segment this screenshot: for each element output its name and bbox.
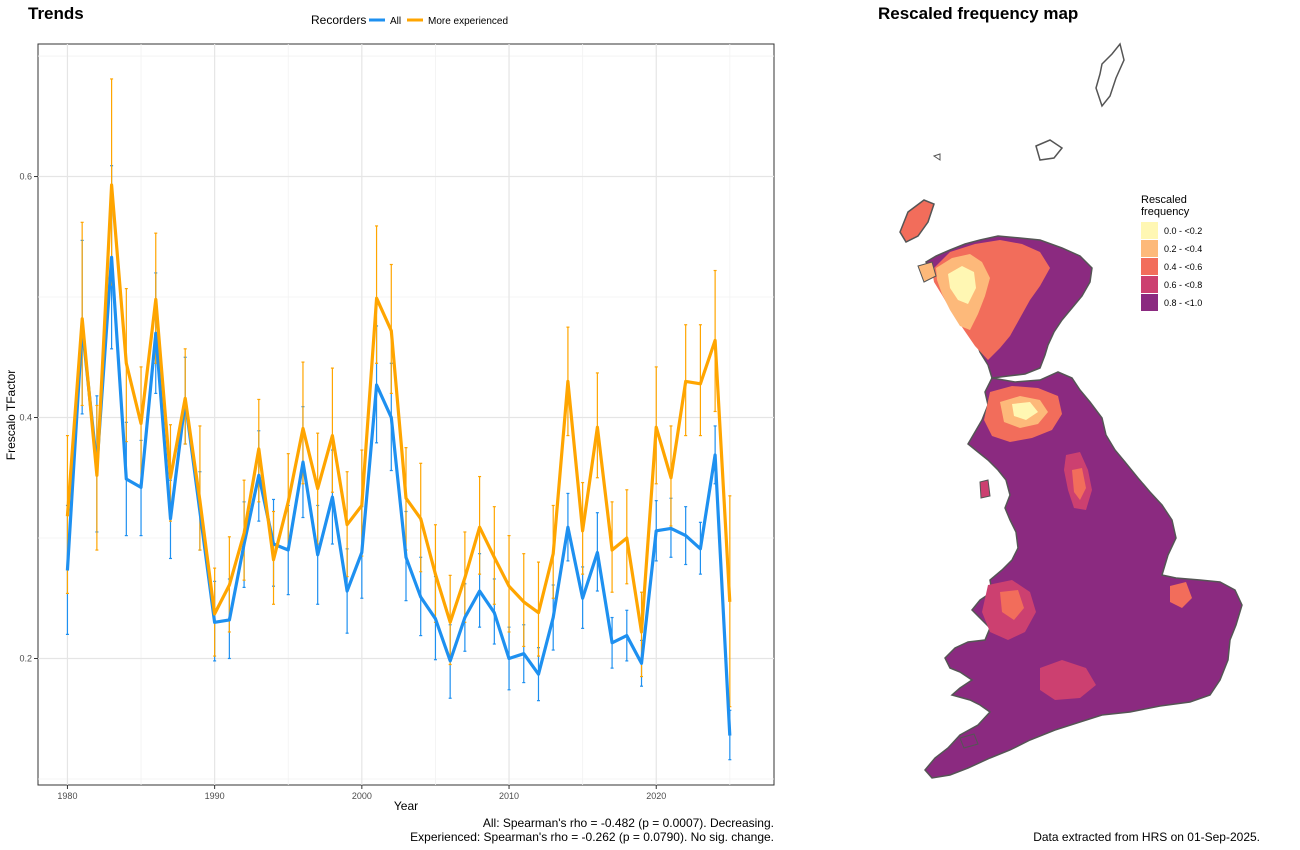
kent-zone [1170,582,1192,608]
map-legend-label: 0.6 - <0.8 [1164,280,1202,290]
series-line-all [65,255,732,736]
x-tick-label: 2020 [646,791,666,801]
skye [917,261,937,283]
map-title: Rescaled frequency map [878,4,1078,23]
trends-chart: Trends Recorders All More experienced 19… [4,4,775,844]
map-legend-swatch [1141,240,1158,257]
x-tick-label: 1990 [205,791,225,801]
y-axis-ticks: 0.2 0.4 0.6 [19,172,38,663]
x-axis-label: Year [394,799,418,813]
pennines-low [1072,468,1086,500]
small-isle-1 [932,153,941,161]
isle-of-man [979,479,991,499]
map-legend: Rescaled frequency 0.0 - <0.2 0.2 - <0.4 0… [1141,194,1202,311]
y-axis-label: Frescalo TFactor [4,370,18,460]
map-legend-swatch [1141,294,1158,311]
england-wales-region [924,371,1243,779]
frequency-map: Rescaled frequency map Rescaled frequenc… [878,4,1260,844]
map-legend-swatch [1141,258,1158,275]
map-legend-label: 0.4 - <0.6 [1164,262,1202,272]
map-legend-label: 0.8 - <1.0 [1164,298,1202,308]
x-tick-label: 1980 [57,791,77,801]
legend-title: Recorders [311,13,366,27]
trends-legend: Recorders All More experienced [311,13,508,27]
trends-title: Trends [28,4,84,23]
y-tick-label: 0.4 [19,413,32,423]
series-line-more-experienced [65,183,732,634]
x-tick-label: 2010 [499,791,519,801]
map-legend-title-2: frequency [1141,206,1190,218]
x-axis-ticks: 1980 1990 2000 2010 2020 [57,785,666,801]
island-south [959,733,979,749]
map-legend-swatch [1141,222,1158,239]
legend-label-all: All [390,16,401,27]
map-footnote: Data extracted from HRS on 01-Sep-2025. [1033,830,1260,844]
series-layer [65,78,732,761]
caption-all: All: Spearman's rho = -0.482 (p = 0.0007… [483,816,774,830]
legend-label-experienced: More experienced [428,16,508,27]
caption-experienced: Experienced: Spearman's rho = -0.262 (p … [410,830,774,844]
wales-low [1000,590,1024,620]
map-legend-title-1: Rescaled [1141,194,1187,206]
orkney [1035,139,1064,161]
map-legend-swatch [1141,276,1158,293]
y-tick-label: 0.6 [19,172,32,182]
y-tick-label: 0.2 [19,653,32,663]
map-legend-label: 0.2 - <0.4 [1164,244,1202,254]
outer-hebrides [899,199,935,243]
gb-map-shape [899,42,1243,779]
shetland [1095,42,1125,108]
map-legend-label: 0.0 - <0.2 [1164,226,1202,236]
highlands-zone-lowest [948,266,976,304]
x-tick-label: 2000 [352,791,372,801]
southern-uplands-lowest [1012,402,1038,420]
southwest-zone [1040,660,1096,700]
